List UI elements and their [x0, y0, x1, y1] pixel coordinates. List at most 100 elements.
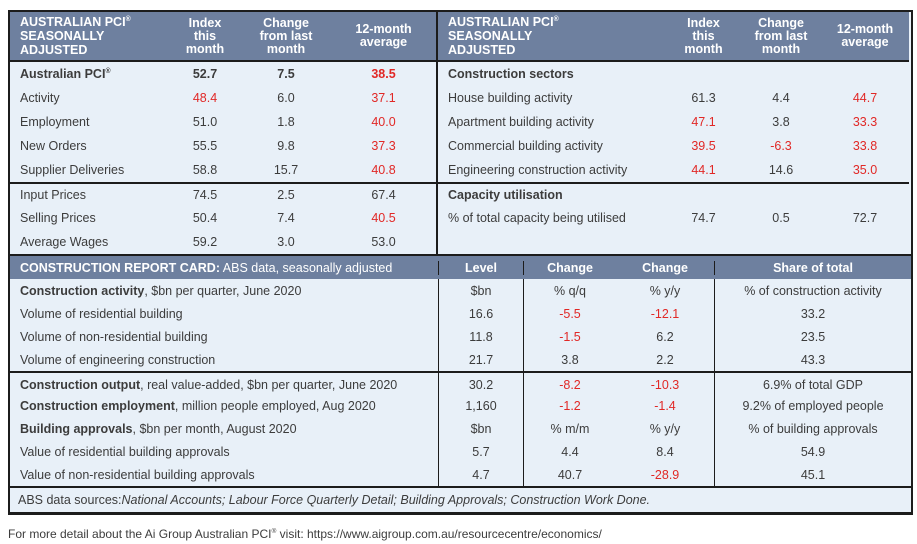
- table-row: Construction activity, $bn per quarter, …: [10, 279, 911, 302]
- abs-sources-prefix: ABS data sources:: [18, 493, 122, 507]
- row-label: Employment: [20, 115, 90, 129]
- table-divider: [436, 12, 438, 254]
- pci-index-table-header: AUSTRALIAN PCI® SEASONALLY ADJUSTED Index t…: [10, 12, 436, 62]
- column-header-level: Level: [438, 260, 523, 275]
- value-cell: 47.1: [691, 115, 716, 129]
- row-label: New Orders: [20, 139, 87, 153]
- column-header: Index this month: [185, 15, 225, 56]
- row-label: % of total capacity being utilised: [448, 211, 626, 225]
- table-row: Selling Prices 50.4 7.4 40.5: [10, 206, 436, 230]
- value-cell: -28.9: [650, 467, 680, 482]
- value-cell: $bn: [438, 279, 523, 302]
- column-header: 12-month average: [836, 22, 894, 49]
- row-label: Australian PCI®: [20, 67, 111, 81]
- value-cell: 2.5: [277, 188, 295, 202]
- table-row: Supplier Deliveries 58.8 15.7 40.8: [10, 158, 436, 182]
- value-cell: 4.4: [523, 440, 616, 463]
- value-cell: 16.6: [438, 302, 523, 325]
- value-cell: 40.7: [523, 463, 616, 486]
- row-label: Engineering construction activity: [448, 163, 628, 177]
- row-label: Activity: [20, 91, 60, 105]
- table-row: Activity 48.4 6.0 37.1: [10, 86, 436, 110]
- value-cell: 15.7: [273, 163, 299, 177]
- table-title: AUSTRALIAN PCI® SEASONALLY ADJUSTED: [448, 15, 559, 57]
- abs-sources-row: ABS data sources: National Accounts; Lab…: [10, 486, 911, 512]
- value-cell: -1.4: [654, 398, 676, 413]
- value-cell: -8.2: [523, 373, 616, 396]
- value-cell: 59.2: [192, 235, 218, 249]
- row-label: House building activity: [448, 91, 573, 105]
- table-row: % of total capacity being utilised 74.7 0.…: [438, 206, 909, 230]
- value-cell: 2.2: [656, 352, 674, 367]
- value-cell: 33.8: [852, 139, 878, 153]
- value-cell: % of building approvals: [714, 417, 911, 440]
- value-cell: 40.0: [371, 115, 396, 129]
- column-header-change-1: Change: [523, 260, 616, 275]
- report-card-title-bold: CONSTRUCTION REPORT CARD:: [20, 260, 220, 275]
- row-label: Apartment building activity: [448, 115, 594, 129]
- report-card-title-rest: ABS data, seasonally adjusted: [220, 260, 393, 275]
- pci-sectors-table-rows: Construction sectors House building activ…: [438, 62, 909, 254]
- value-cell: 58.8: [192, 163, 218, 177]
- value-cell: 52.7: [192, 67, 218, 81]
- value-cell: 44.1: [691, 163, 716, 177]
- value-cell: 11.8: [438, 325, 523, 348]
- value-cell: 4.4: [772, 91, 790, 105]
- value-cell: 55.5: [192, 139, 218, 153]
- value-cell: 6.0: [277, 91, 295, 105]
- value-cell: % m/m: [523, 417, 616, 440]
- value-cell: 9.2% of employed people: [714, 394, 911, 417]
- value-cell: -1.5: [523, 325, 616, 348]
- row-label: Construction activity, $bn per quarter, …: [20, 283, 302, 298]
- value-cell: 74.7: [691, 211, 716, 225]
- table-row: House building activity 61.3 4.4 44.7: [438, 86, 909, 110]
- table-row: Apartment building activity 47.1 3.8 33.3: [438, 110, 909, 134]
- table-row: Construction output, real value-added, $…: [10, 371, 911, 396]
- value-cell: 37.1: [371, 91, 396, 105]
- value-cell: 6.9% of total GDP: [714, 373, 911, 396]
- value-cell: 74.5: [192, 188, 218, 202]
- table-row: Capacity utilisation: [438, 182, 909, 206]
- value-cell: 37.3: [371, 139, 396, 153]
- table-title: AUSTRALIAN PCI® SEASONALLY ADJUSTED: [20, 15, 131, 57]
- pci-sectors-table-header: AUSTRALIAN PCI® SEASONALLY ADJUSTED Index t…: [438, 12, 909, 62]
- value-cell: -12.1: [650, 306, 680, 321]
- value-cell: 33.3: [852, 115, 878, 129]
- value-cell: % q/q: [523, 279, 616, 302]
- value-cell: 51.0: [192, 115, 218, 129]
- value-cell: 53.0: [371, 235, 396, 249]
- value-cell: -10.3: [650, 377, 680, 392]
- value-cell: 8.4: [656, 444, 674, 459]
- row-label: Capacity utilisation: [448, 188, 563, 202]
- value-cell: 50.4: [192, 211, 218, 225]
- report-card-rows: Construction activity, $bn per quarter, …: [10, 279, 911, 486]
- column-header: Change from last month: [754, 15, 808, 56]
- table-row: Construction sectors: [438, 62, 909, 86]
- row-label: Construction output, real value-added, $…: [20, 377, 398, 392]
- table-row: Commercial building activity 39.5 -6.3 33.8: [438, 134, 909, 158]
- table-row: Volume of non-residential building 11.8 -1…: [10, 325, 911, 348]
- table-row: Employment 51.0 1.8 40.0: [10, 110, 436, 134]
- row-label: Construction sectors: [448, 67, 574, 81]
- value-cell: 72.7: [852, 211, 878, 225]
- value-cell: 43.3: [714, 348, 911, 371]
- value-cell: 1,160: [438, 394, 523, 417]
- value-cell: 40.5: [371, 211, 396, 225]
- value-cell: 44.7: [852, 91, 878, 105]
- pci-summary-tables: AUSTRALIAN PCI® SEASONALLY ADJUSTED Index t…: [10, 12, 911, 254]
- value-cell: % y/y: [649, 421, 681, 436]
- table-row: Engineering construction activity 44.1 14.…: [438, 158, 909, 182]
- value-cell: 67.4: [371, 188, 396, 202]
- row-label: Selling Prices: [20, 211, 96, 225]
- row-label: Volume of engineering construction: [20, 352, 216, 367]
- value-cell: 3.8: [523, 348, 616, 371]
- row-label: Volume of non-residential building: [20, 329, 208, 344]
- value-cell: 21.7: [438, 348, 523, 371]
- value-cell: 1.8: [277, 115, 295, 129]
- row-label: Building approvals, $bn per month, Augus…: [20, 421, 297, 436]
- value-cell: 30.2: [438, 373, 523, 396]
- value-cell: 0.5: [772, 211, 790, 225]
- row-label: Average Wages: [20, 235, 109, 249]
- column-header: Index this month: [684, 15, 723, 56]
- value-cell: 48.4: [192, 91, 218, 105]
